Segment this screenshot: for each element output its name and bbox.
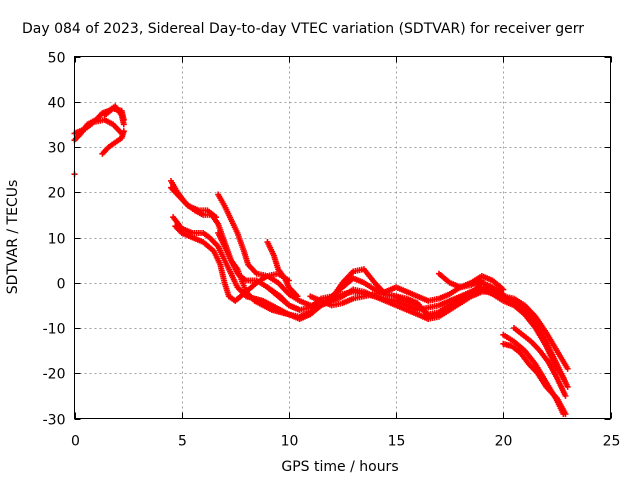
data-point xyxy=(213,214,220,221)
series-track-17 xyxy=(500,340,569,417)
series-track-3 xyxy=(99,128,127,157)
y-tick-label: 0 xyxy=(57,277,66,293)
series-track-12 xyxy=(264,284,303,313)
x-tick-label: 25 xyxy=(603,434,621,450)
series-track-18 xyxy=(511,325,569,399)
series-track-10 xyxy=(172,223,292,304)
data-point xyxy=(120,128,127,135)
series-track-2 xyxy=(71,116,125,137)
data-point xyxy=(564,365,571,372)
data-point xyxy=(296,306,303,313)
data-point xyxy=(564,383,571,390)
x-tick-label: 5 xyxy=(178,434,187,450)
data-point xyxy=(294,293,301,300)
series-track-7 xyxy=(167,184,220,221)
x-tick-label: 20 xyxy=(495,434,513,450)
axis-ticks: 0 5 10 15 20 25 50 40 30 20 10 0 -10 -20 -30 xyxy=(43,51,621,450)
data-point xyxy=(120,116,127,123)
y-tick-label: -20 xyxy=(43,367,66,383)
data-point xyxy=(500,286,507,293)
x-tick-label: 10 xyxy=(281,434,299,450)
y-tick-label: 40 xyxy=(48,96,66,112)
data-point xyxy=(562,392,569,399)
y-tick-label: 20 xyxy=(48,186,66,202)
series-track-13 xyxy=(264,239,301,300)
data-point xyxy=(562,410,569,417)
y-tick-label: 50 xyxy=(48,51,66,67)
y-tick-label: -10 xyxy=(43,322,66,338)
plot-frame xyxy=(74,56,611,419)
x-tick-label: 0 xyxy=(71,434,80,450)
series-track-4 xyxy=(101,105,127,123)
y-tick-label: 30 xyxy=(48,141,66,157)
series-track-15 xyxy=(435,270,507,293)
y-tick-label: 10 xyxy=(48,232,66,248)
x-axis-label: GPS time / hours xyxy=(281,459,398,475)
y-tick-label: -30 xyxy=(43,413,66,429)
x-tick-label: 15 xyxy=(388,434,406,450)
y-axis-label: SDTVAR / TECUs xyxy=(5,180,21,295)
chart-title: Day 084 of 2023, Sidereal Day-to-day VTE… xyxy=(22,21,584,37)
data-points xyxy=(71,103,571,417)
grid xyxy=(74,56,611,419)
